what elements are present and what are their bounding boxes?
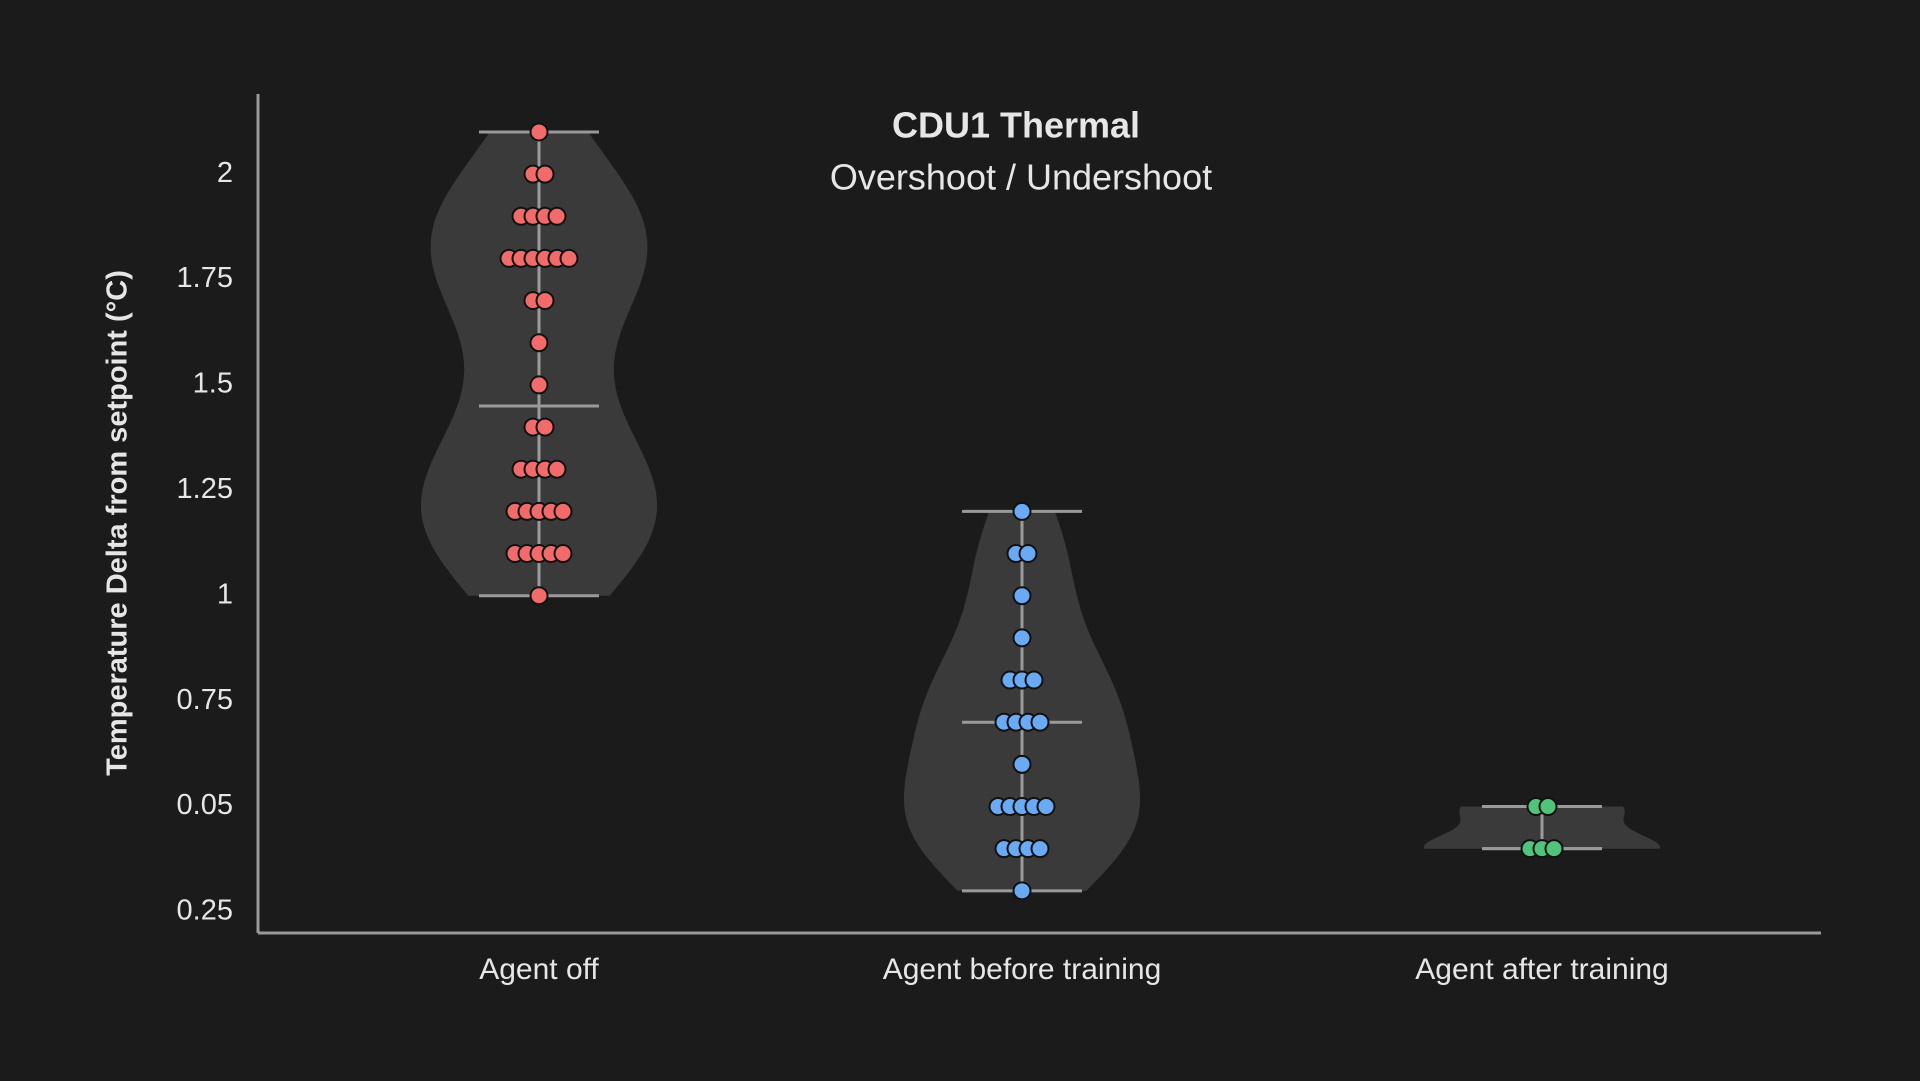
data-point [529, 586, 549, 606]
chart-subtitle: Overshoot / Undershoot [830, 157, 1212, 198]
x-tick-label: Agent before training [883, 953, 1162, 986]
data-point [547, 206, 567, 226]
data-point [559, 248, 579, 268]
data-point [1538, 797, 1558, 817]
data-point [535, 164, 555, 184]
data-point [529, 333, 549, 353]
data-point [1030, 839, 1050, 859]
data-point [535, 417, 555, 437]
data-point [1030, 712, 1050, 732]
y-tick-label: 1.5 [193, 368, 233, 400]
data-point [1018, 544, 1038, 564]
chart-title: CDU1 Thermal [892, 105, 1140, 146]
data-point [553, 501, 573, 521]
y-tick-label: 0.05 [177, 789, 233, 821]
y-tick-label: 1.75 [177, 262, 233, 294]
y-tick-label: 2 [217, 157, 233, 189]
x-tick-label: Agent off [479, 953, 599, 986]
y-tick-label: 0.25 [177, 895, 233, 927]
y-tick-label: 0.75 [177, 684, 233, 716]
data-point [1024, 670, 1044, 690]
data-point [1012, 754, 1032, 774]
data-point [547, 459, 567, 479]
y-axis-label: Temperature Delta from setpoint (°C) [102, 270, 134, 776]
y-tick-label: 1.25 [177, 473, 233, 505]
data-point [529, 375, 549, 395]
data-point [535, 291, 555, 311]
data-point [1012, 586, 1032, 606]
y-tick-label: 1 [217, 578, 233, 610]
data-point [1012, 501, 1032, 521]
data-point [1544, 839, 1564, 859]
x-tick-label: Agent after training [1415, 953, 1669, 986]
data-point [529, 122, 549, 142]
data-point [1012, 628, 1032, 648]
data-point [553, 544, 573, 564]
data-point [1036, 797, 1056, 817]
data-point [1012, 881, 1032, 901]
